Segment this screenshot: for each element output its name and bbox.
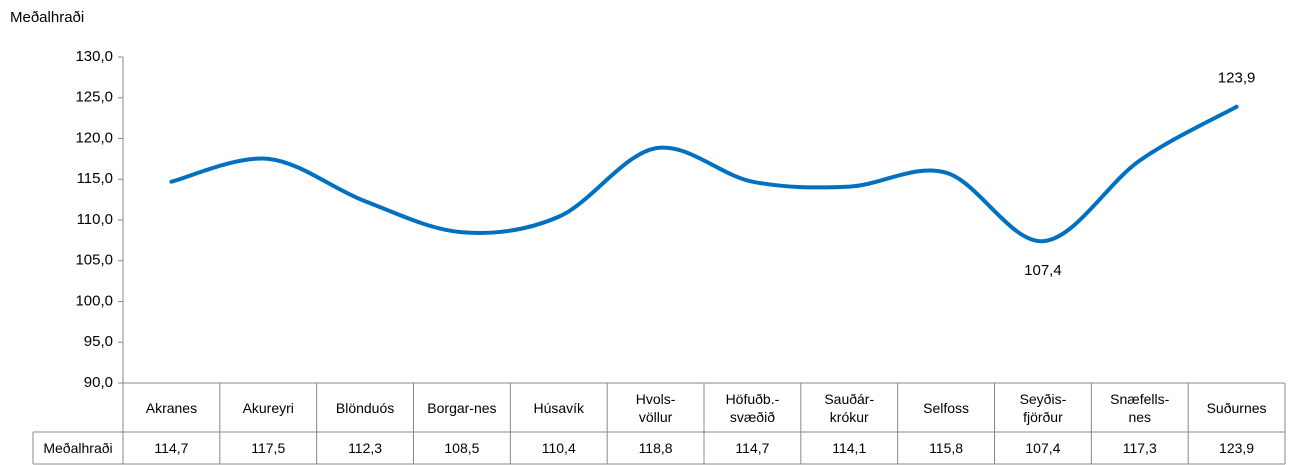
table-value: 112,3 — [348, 440, 383, 456]
data-label: 123,9 — [1218, 70, 1256, 87]
table-value: 114,1 — [832, 440, 867, 456]
x-tick-label: Seyðis- fjörður — [1019, 390, 1067, 425]
x-tick-label: Akranes — [145, 399, 198, 416]
y-tick-label: 90,0 — [84, 374, 113, 391]
table-value: 114,7 — [735, 440, 770, 456]
y-tick-label: 115,0 — [77, 170, 113, 187]
legend-label: Meðalhraði — [43, 440, 113, 456]
table-value: 110,4 — [541, 440, 576, 456]
table-value: 107,4 — [1025, 440, 1061, 456]
table-value: 123,9 — [1219, 440, 1255, 456]
table-value: 114,7 — [154, 440, 189, 456]
x-tick-label: Borgar-nes — [427, 399, 497, 416]
x-tick-label: Hvols- völlur — [635, 390, 676, 425]
table-value: 118,8 — [638, 440, 673, 456]
x-tick-label: Sauðár- krókur — [824, 390, 875, 425]
x-tick-label: Snæfells- nes — [1110, 390, 1170, 425]
table-value: 117,5 — [251, 440, 286, 456]
x-tick-label: Höfuðb.- svæðið — [725, 390, 780, 425]
table-value: 108,5 — [444, 440, 480, 456]
table-value: 117,3 — [1122, 440, 1157, 456]
table-value: 115,8 — [929, 440, 964, 456]
y-tick-label: 125,0 — [75, 89, 113, 106]
axis-title: Meðalhraði — [10, 9, 84, 26]
x-tick-label: Akureyri — [242, 399, 294, 416]
data-label: 107,4 — [1024, 262, 1062, 279]
x-tick-label: Blönduós — [335, 399, 395, 416]
x-tick-label: Suðurnes — [1206, 399, 1267, 416]
x-tick-label: Húsavík — [533, 399, 585, 416]
x-tick-label: Selfoss — [923, 399, 970, 416]
y-tick-label: 95,0 — [84, 333, 113, 350]
y-tick-label: 105,0 — [75, 252, 113, 269]
y-tick-label: 120,0 — [75, 129, 113, 146]
y-tick-label: 110,0 — [77, 211, 113, 228]
y-tick-label: 100,0 — [75, 292, 113, 309]
line — [169, 104, 1239, 244]
y-tick-label: 130,0 — [75, 48, 113, 65]
